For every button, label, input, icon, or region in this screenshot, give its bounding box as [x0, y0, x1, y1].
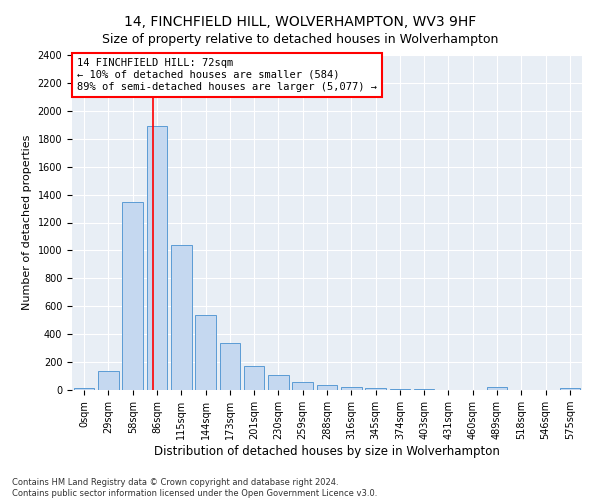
Bar: [171, 245, 191, 390]
Bar: [122, 202, 143, 390]
Text: Contains HM Land Registry data © Crown copyright and database right 2024.
Contai: Contains HM Land Registry data © Crown c…: [12, 478, 377, 498]
Bar: [146, 126, 167, 390]
Text: 14 FINCHFIELD HILL: 72sqm
← 10% of detached houses are smaller (584)
89% of semi: 14 FINCHFIELD HILL: 72sqm ← 10% of detac…: [77, 58, 377, 92]
Bar: [487, 387, 508, 390]
X-axis label: Distribution of detached houses by size in Wolverhampton: Distribution of detached houses by size …: [154, 445, 500, 458]
Text: 14, FINCHFIELD HILL, WOLVERHAMPTON, WV3 9HF: 14, FINCHFIELD HILL, WOLVERHAMPTON, WV3 …: [124, 15, 476, 29]
Bar: [560, 388, 580, 390]
Bar: [195, 314, 216, 390]
Bar: [341, 386, 362, 390]
Y-axis label: Number of detached properties: Number of detached properties: [22, 135, 32, 310]
Bar: [244, 366, 265, 390]
Bar: [268, 374, 289, 390]
Bar: [365, 388, 386, 390]
Bar: [220, 343, 240, 390]
Bar: [74, 388, 94, 390]
Bar: [292, 382, 313, 390]
Text: Size of property relative to detached houses in Wolverhampton: Size of property relative to detached ho…: [102, 32, 498, 46]
Bar: [98, 371, 119, 390]
Bar: [317, 385, 337, 390]
